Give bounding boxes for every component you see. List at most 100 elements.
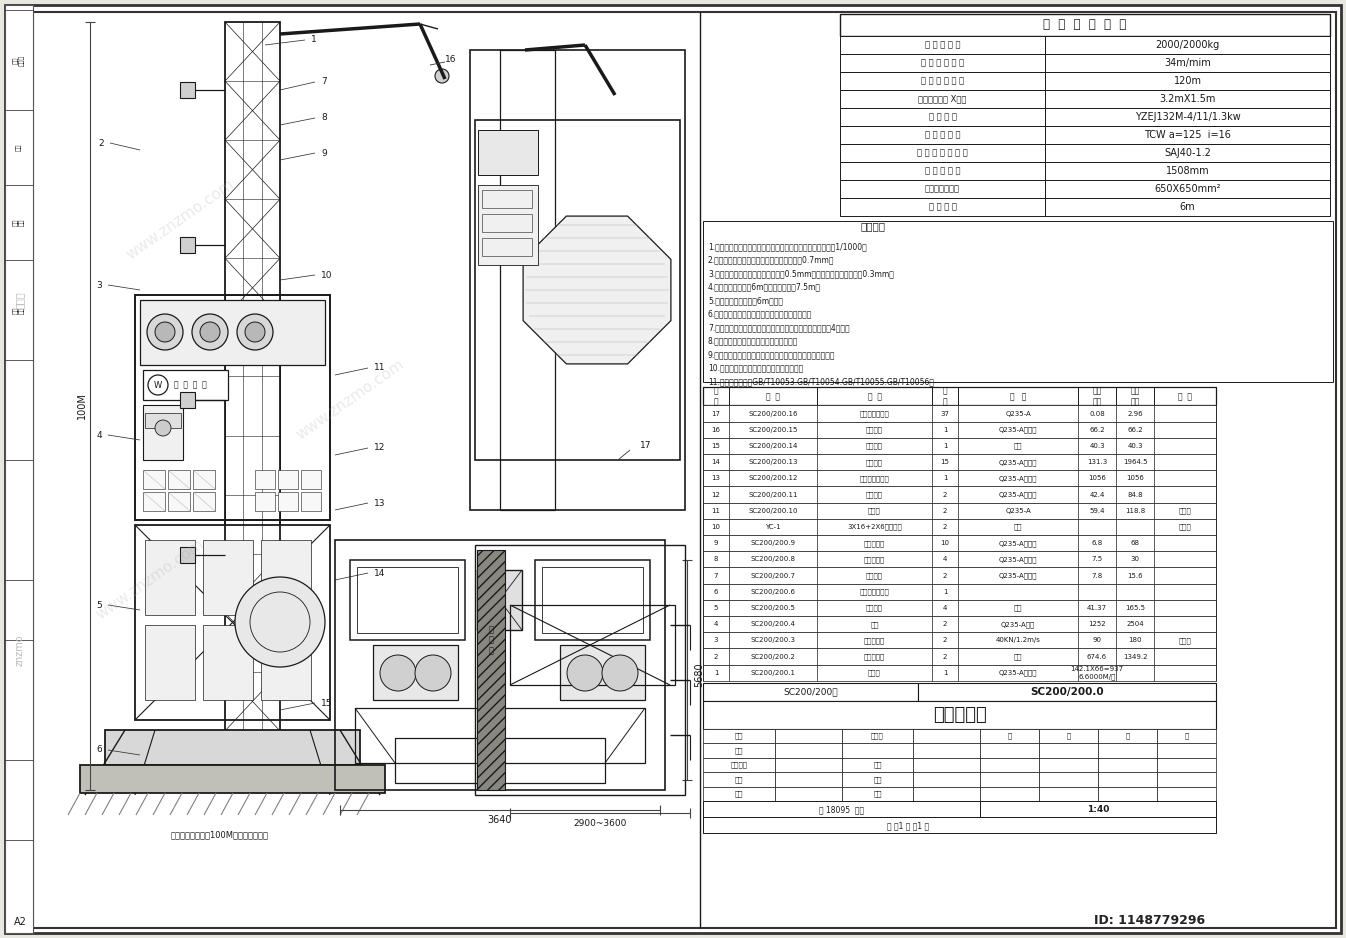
Bar	[980, 801, 1215, 817]
Text: SC200/200.11: SC200/200.11	[748, 492, 798, 497]
Circle shape	[192, 314, 227, 350]
Bar	[703, 503, 1215, 519]
Bar	[980, 729, 1039, 744]
Bar	[192, 492, 215, 511]
Text: 40.3: 40.3	[1089, 443, 1105, 449]
Text: 上传动机构: 上传动机构	[864, 653, 886, 660]
Bar	[1044, 108, 1330, 126]
Bar	[355, 708, 645, 763]
Text: 1252: 1252	[1088, 621, 1106, 628]
Bar	[1039, 729, 1098, 744]
Bar	[79, 765, 385, 793]
Text: 代  号: 代 号	[766, 392, 779, 401]
Bar	[470, 50, 685, 510]
Circle shape	[415, 655, 451, 691]
Text: 额 定 提 升 速 度: 额 定 提 升 速 度	[921, 58, 964, 68]
Text: 电脑绘图: 电脑绘图	[731, 762, 747, 768]
Text: 2: 2	[942, 492, 948, 497]
Text: 650X650mm²: 650X650mm²	[1155, 184, 1221, 194]
Text: 9: 9	[713, 540, 719, 546]
Bar	[335, 540, 665, 790]
Bar	[394, 738, 604, 783]
Bar	[840, 54, 1044, 72]
Text: 中  华  建  机: 中 华 建 机	[174, 381, 206, 389]
Text: YZEJ132M-4/11/1.3kw: YZEJ132M-4/11/1.3kw	[1135, 112, 1241, 122]
Text: 13: 13	[712, 476, 720, 481]
Text: 15: 15	[941, 460, 949, 465]
Text: SC200/200.5: SC200/200.5	[751, 605, 795, 611]
Text: 2: 2	[942, 621, 948, 628]
Text: 防 坠 安 全 器 型 号: 防 坠 安 全 器 型 号	[917, 148, 968, 158]
Text: 序
号: 序 号	[713, 386, 719, 406]
Text: 5.电缆防风条安装间距6m一端。: 5.电缆防风条安装间距6m一端。	[708, 296, 783, 305]
Text: 3640: 3640	[487, 815, 513, 825]
Bar	[143, 370, 227, 400]
Text: 14: 14	[712, 460, 720, 465]
Text: 11: 11	[374, 364, 385, 372]
Text: Q235-A组焊件: Q235-A组焊件	[999, 459, 1038, 465]
Text: 1056: 1056	[1088, 476, 1106, 481]
Text: 2900~3600: 2900~3600	[573, 819, 627, 827]
Text: 减 速 器 型 号: 减 速 器 型 号	[925, 130, 960, 140]
Text: 1056: 1056	[1127, 476, 1144, 481]
Text: 1:40: 1:40	[1086, 805, 1109, 814]
Text: 名  称: 名 称	[868, 392, 882, 401]
Bar	[840, 180, 1044, 198]
Text: 30: 30	[1131, 556, 1140, 563]
Text: 标准化: 标准化	[871, 733, 884, 739]
Text: 装卸吊机: 装卸吊机	[865, 427, 883, 433]
Text: www.znzmo.com: www.znzmo.com	[293, 357, 406, 443]
Text: 1508mm: 1508mm	[1166, 166, 1209, 176]
Text: 10: 10	[712, 524, 720, 530]
Text: 16: 16	[712, 427, 720, 432]
Text: 4: 4	[97, 431, 102, 440]
Text: 3: 3	[97, 280, 102, 290]
Bar	[302, 470, 320, 489]
Bar	[703, 744, 775, 758]
Bar	[914, 729, 980, 744]
Text: SC200/200.13: SC200/200.13	[748, 460, 798, 465]
Text: 7: 7	[320, 78, 327, 86]
Bar	[254, 470, 275, 489]
Text: 120m: 120m	[1174, 76, 1202, 86]
Text: 180: 180	[1128, 638, 1141, 643]
Text: Q235-A组焊件: Q235-A组焊件	[999, 475, 1038, 482]
Text: 梯笼尺寸（长 X宽）: 梯笼尺寸（长 X宽）	[918, 95, 966, 103]
Bar	[105, 730, 359, 765]
Text: SC200/200.7: SC200/200.7	[751, 572, 795, 579]
Text: SC200/200.4: SC200/200.4	[751, 621, 795, 628]
Text: 674.6: 674.6	[1088, 654, 1106, 659]
Bar	[135, 525, 330, 720]
Text: Q235-A组焊件: Q235-A组焊件	[999, 556, 1038, 563]
Bar	[478, 185, 538, 265]
Text: 100M: 100M	[77, 393, 87, 419]
Bar	[534, 560, 650, 640]
Bar	[542, 567, 643, 633]
Text: 10: 10	[941, 540, 949, 546]
Bar	[703, 683, 918, 701]
Text: 40KN/1.2m/s: 40KN/1.2m/s	[996, 638, 1040, 643]
Bar	[840, 144, 1044, 162]
Bar	[775, 758, 841, 772]
Bar	[840, 162, 1044, 180]
Bar	[192, 470, 215, 489]
Text: 15: 15	[712, 443, 720, 449]
Bar	[1044, 54, 1330, 72]
Text: 5: 5	[713, 605, 719, 611]
Bar	[1158, 772, 1215, 787]
Bar	[357, 567, 458, 633]
Text: 2000/2000kg: 2000/2000kg	[1155, 40, 1219, 50]
Text: 电器箱盖: 电器箱盖	[865, 443, 883, 449]
Bar	[143, 470, 166, 489]
Bar	[980, 787, 1039, 801]
Text: 材   料: 材 料	[1010, 392, 1026, 401]
Text: 8.导轨架安装高度完成后应拔下发卸卸总。: 8.导轨架安装高度完成后应拔下发卸卸总。	[708, 337, 798, 345]
Text: 建
筑
物: 建 筑 物	[489, 625, 494, 655]
Text: 118.8: 118.8	[1125, 507, 1145, 514]
Bar	[703, 552, 1215, 567]
Text: 9.各传动机构应符合要求，调整使材，等额外增紧都需更新。: 9.各传动机构应符合要求，调整使材，等额外增紧都需更新。	[708, 350, 836, 359]
Text: 6m: 6m	[1179, 202, 1195, 212]
Text: 基础图、基础座: 基础图、基础座	[860, 588, 890, 595]
Text: 备  注: 备 注	[1178, 392, 1193, 401]
Bar	[476, 550, 505, 790]
